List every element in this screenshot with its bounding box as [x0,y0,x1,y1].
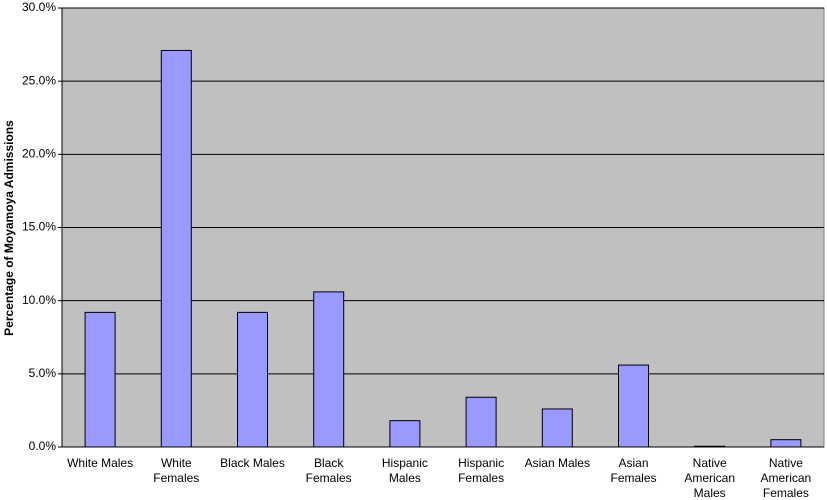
x-tick-label: Asian Males [524,456,590,470]
bar [770,439,802,448]
x-tick-label: Native American Females [760,456,812,500]
x-tick-label: Black Females [305,456,352,485]
bar [389,420,421,448]
x-tick-label: Hispanic Females [458,456,505,485]
x-tick-label: Native American Males [684,456,736,500]
y-axis-title: Percentage of Moyamoya Admissions [2,120,16,336]
y-tick-label: 30.0% [22,0,56,14]
y-tick-label: 20.0% [22,147,56,161]
x-tick-label: White Males [67,456,134,470]
bar [160,49,192,448]
y-tick-label: 10.0% [22,293,56,307]
y-tick-label: 15.0% [22,220,56,234]
bar [84,311,116,448]
y-tick-label: 25.0% [22,73,56,87]
bar [237,311,268,448]
bar [465,396,497,448]
x-tick-label: Asian Females [610,456,657,485]
bar [541,408,573,448]
x-tick-label: White Females [153,456,200,485]
x-tick-label: Hispanic Males [381,456,428,485]
bar [313,291,345,448]
bar [618,364,649,448]
y-tick-label: 0.0% [29,439,57,453]
y-tick-label: 5.0% [29,366,57,380]
x-tick-label: Black Males [220,456,285,470]
